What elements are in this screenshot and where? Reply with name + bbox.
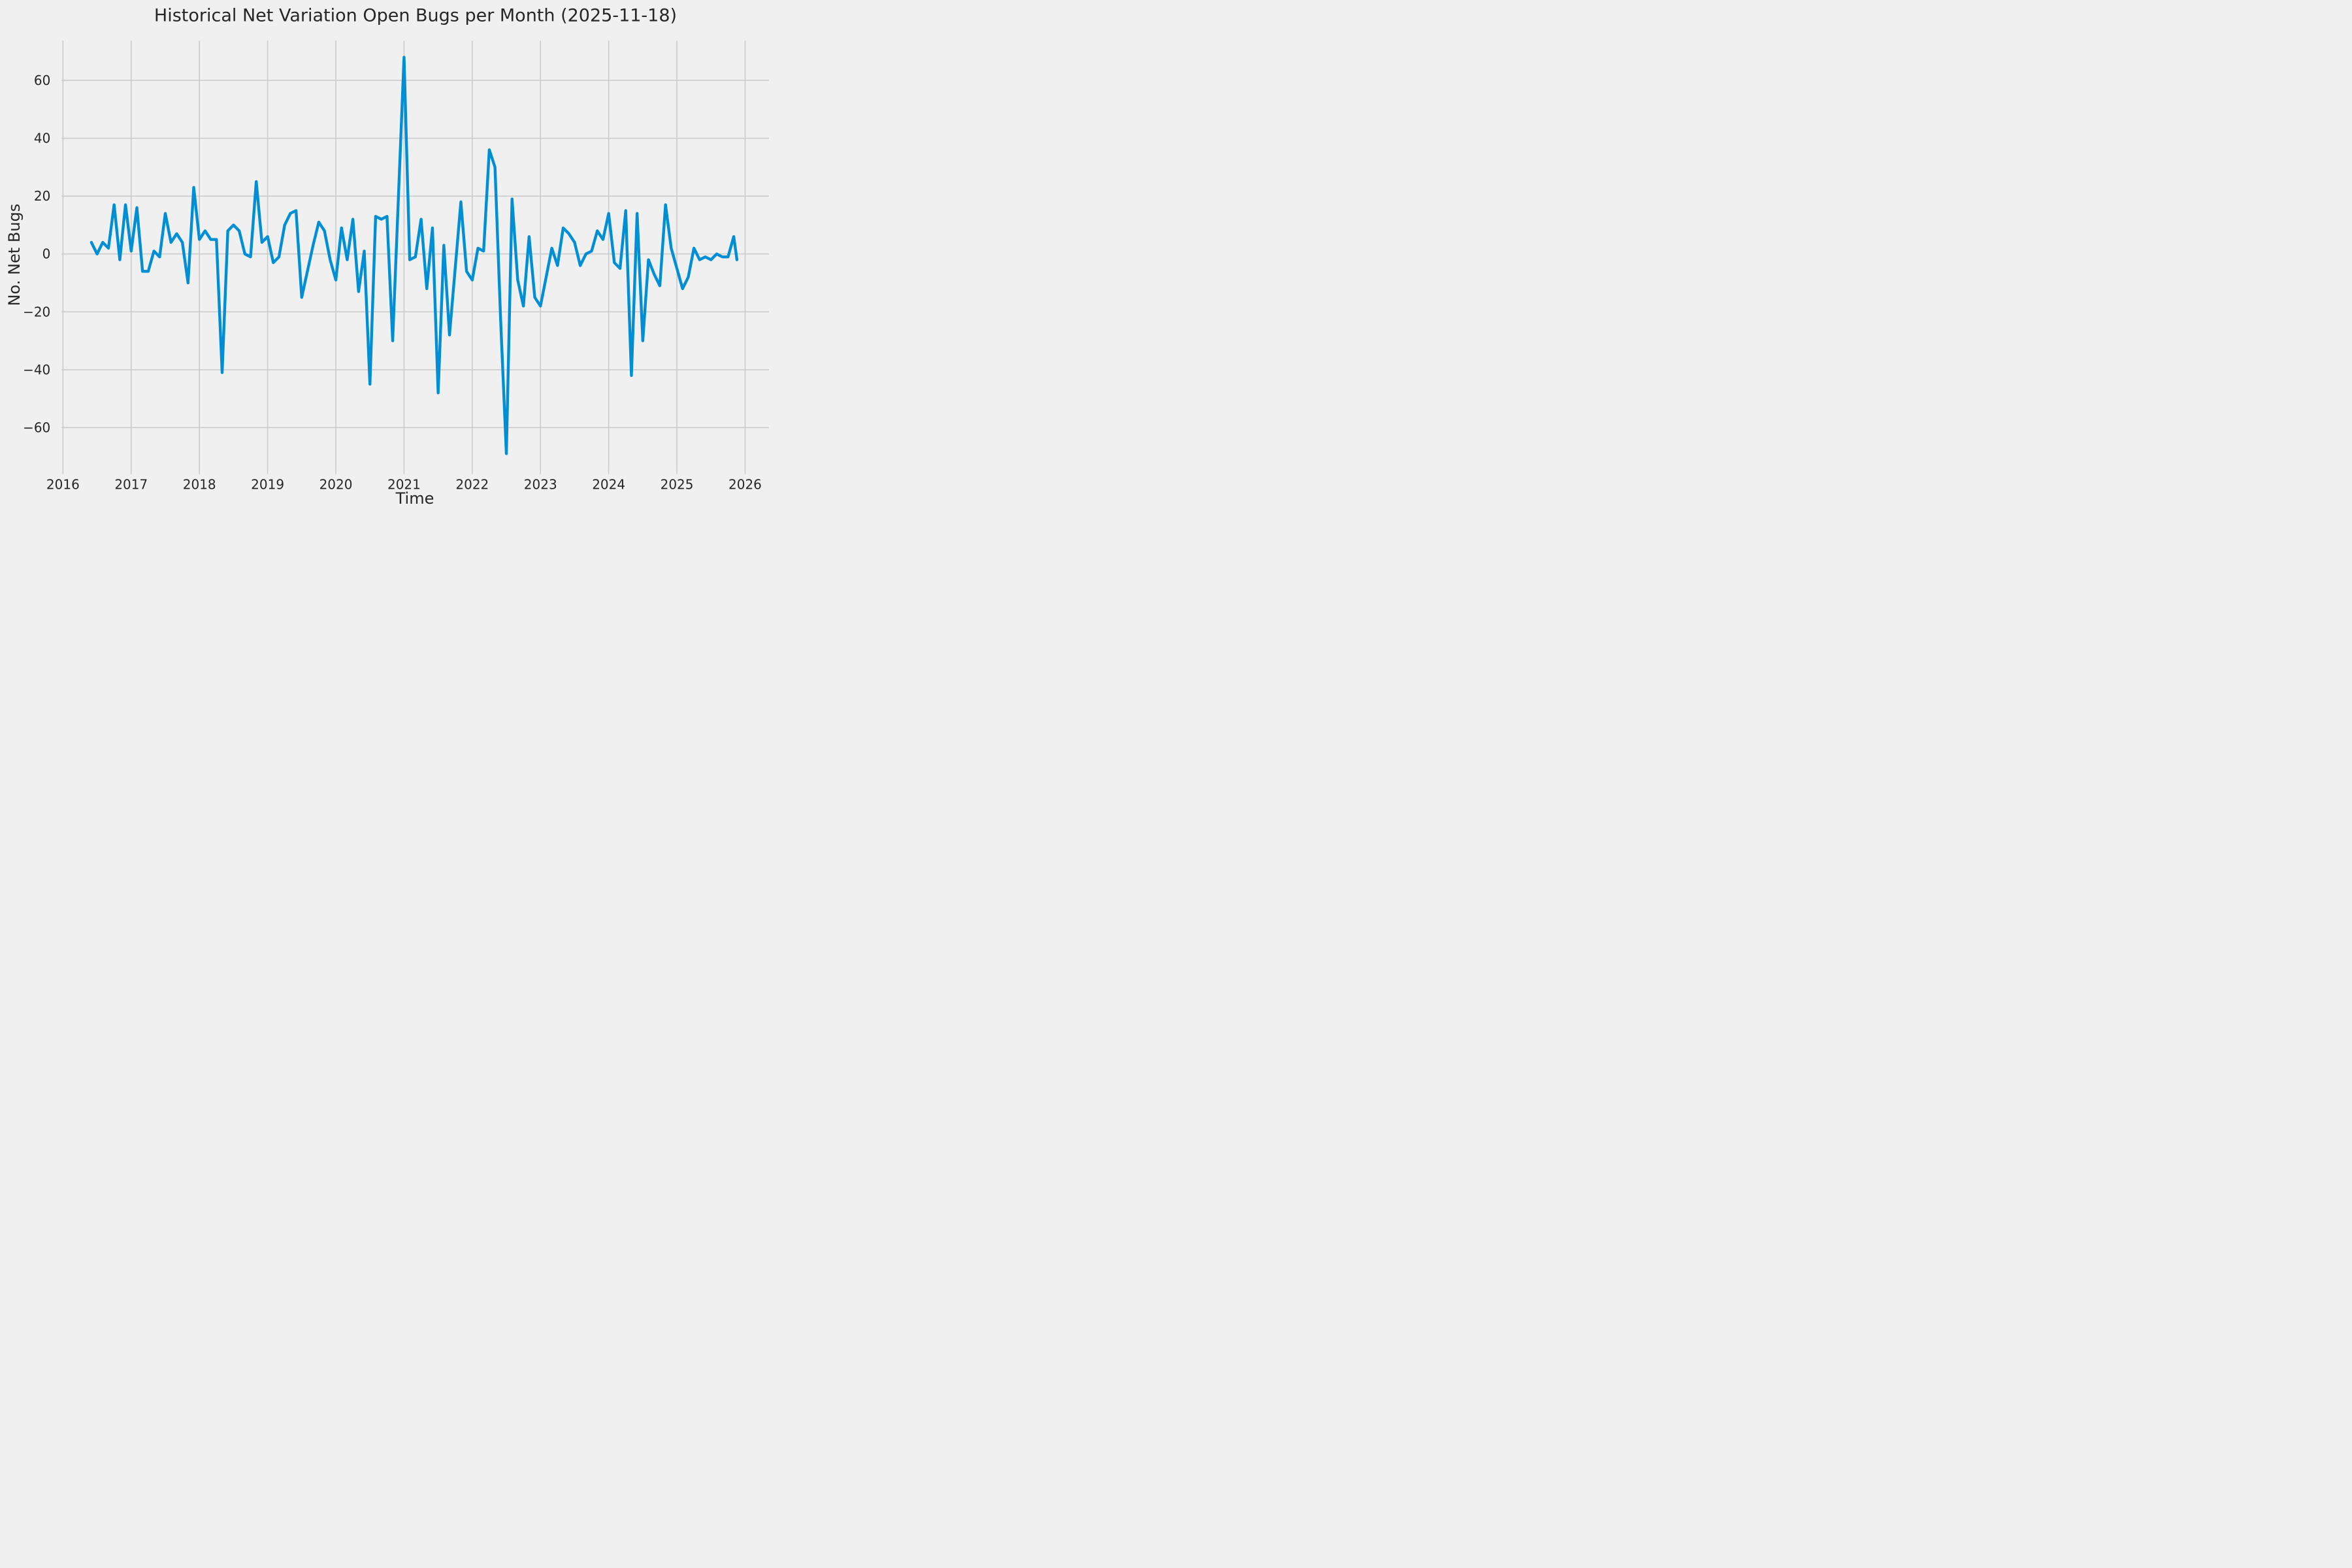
y-tick-label: −20	[23, 304, 50, 319]
y-tick-label: −60	[23, 419, 50, 435]
data-line	[90, 56, 739, 455]
x-axis-label: Time	[395, 489, 434, 508]
x-tick-label: 2026	[728, 477, 762, 493]
x-tick-label: 2025	[661, 477, 694, 493]
y-tick-label: 40	[34, 131, 50, 146]
x-tick-label: 2019	[251, 477, 284, 493]
x-tick-label: 2021	[387, 477, 421, 493]
x-tick-label: 2023	[524, 477, 557, 493]
y-tick-label: 0	[42, 246, 51, 262]
y-tick-label: 60	[34, 73, 50, 88]
y-tick-label: 20	[34, 188, 50, 204]
x-tick-label: 2024	[592, 477, 625, 493]
y-tick-label: −40	[23, 362, 50, 378]
x-tick-label: 2018	[183, 477, 216, 493]
chart-title: Historical Net Variation Open Bugs per M…	[154, 5, 678, 26]
x-tick-label: 2016	[46, 477, 80, 493]
figure: { "title": "Historical Net Variation Ope…	[0, 0, 784, 523]
x-tick-label: 2022	[455, 477, 489, 493]
plot-area: 2016 2017 2018 2019 2020 2021 2022 2023 2024 2025…	[23, 41, 769, 493]
x-tick-label: 2020	[319, 477, 353, 493]
x-tick-label: 2017	[114, 477, 148, 493]
y-axis-label: No. Net Bugs	[5, 203, 24, 306]
